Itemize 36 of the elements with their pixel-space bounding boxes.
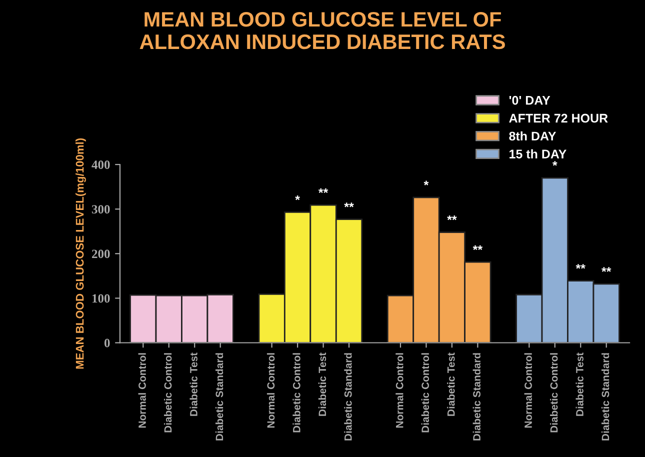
x-tick-label: Diabetic Test [447,352,455,416]
y-tick-label: 400 [92,160,110,169]
legend-label: 8th DAY [509,131,556,141]
x-tick-label: Diabetic Control [164,353,172,432]
chart-title: MEAN BLOOD GLUCOSE LEVEL OF ALLOXAN INDUCED DIABETIC RATS [140,12,505,50]
x-tick-label: Normal Control [138,353,146,428]
x-tick-label: Diabetic Standard [602,353,610,440]
x-tick-label: Diabetic Control [550,353,558,432]
y-tick-label: 0 [104,338,110,348]
x-tick-label: Diabetic Standard [215,353,224,440]
x-tick-label: Normal Control [524,353,532,428]
legend-label: AFTER 72 HOUR [509,114,608,123]
x-tick-label: Diabetic Standard [344,353,352,440]
x-tick-label: Normal Control [396,353,404,428]
y-tick-label: 200 [92,250,110,258]
x-tick-label: Diabetic Standard [472,353,480,440]
data-label: ** [318,188,328,193]
data-label: * [295,195,300,200]
legend-label: 15 th DAY [510,149,566,158]
legend-label: '0' DAY [509,96,550,105]
data-label: ** [344,202,354,208]
data-label: ** [602,267,612,272]
y-tick-label: 100 [92,294,110,303]
x-tick-label: Diabetic Test [190,352,198,416]
data-label: ** [447,216,457,220]
x-tick-label: Diabetic Control [421,353,430,432]
data-label: ** [472,245,483,250]
x-tick-label: Diabetic Test [576,352,584,416]
data-label: * [424,180,429,186]
data-label: ** [576,264,586,269]
data-label: * [552,161,558,166]
y-axis-title: MEAN BLOOD GLUCOSE LEVEL(mg/100ml) [76,138,86,369]
y-tick-label: 300 [92,205,110,214]
x-tick-label: Normal Control [266,353,275,428]
x-tick-label: Diabetic Control [292,353,300,432]
x-tick-label: Diabetic Test [318,352,326,416]
